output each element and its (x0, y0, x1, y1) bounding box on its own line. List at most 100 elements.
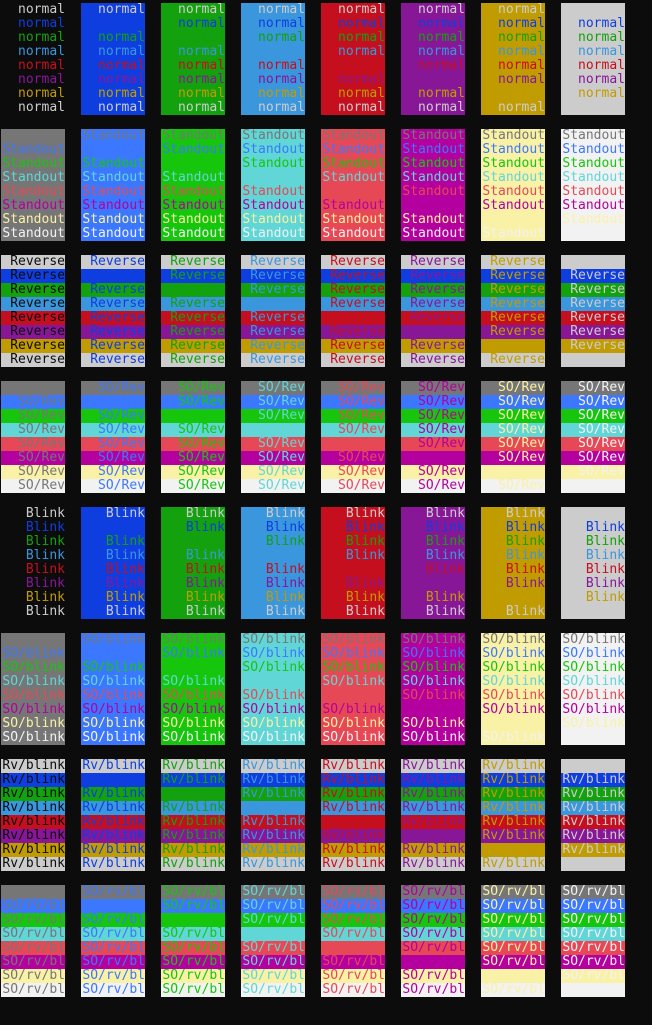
attribute-row: SO/Rev (401, 479, 465, 493)
attribute-row: SO/rv/bl (321, 913, 385, 927)
attribute-row: Standout (561, 213, 625, 227)
attribute-row: SO/Rev (161, 409, 225, 423)
attribute-row: Reverse (81, 339, 145, 353)
attribute-row: SO/blink (1, 703, 65, 717)
attribute-row: Blink (161, 605, 225, 619)
attribute-row: SO/rv/bl (161, 885, 225, 899)
attribute-row: Blink (241, 591, 305, 605)
attribute-row: Reverse (1, 311, 65, 325)
attribute-row: Reverse (81, 297, 145, 311)
attribute-row: Blink (1, 563, 65, 577)
attribute-block: SO/blink SO/blink SO/blink SO/blink SO/blink… (241, 633, 305, 745)
attribute-row: Reverse (81, 283, 145, 297)
attribute-row: SO/Rev (1, 395, 65, 409)
attribute-row: Reverse (561, 283, 625, 297)
attribute-row: SO/Rev (321, 437, 385, 451)
attribute-row: normal (81, 45, 145, 59)
attribute-row: SO/blink (561, 717, 625, 731)
attribute-row: SO/rv/bl (81, 941, 145, 955)
attribute-row: SO/rv/bl (561, 941, 625, 955)
attribute-row: SO/Rev (81, 395, 145, 409)
attribute-row: Standout (241, 143, 305, 157)
attribute-block: SO/rv/bl SO/rv/bl SO/rv/bl SO/rv/bl SO/rv/bl… (481, 885, 545, 997)
attribute-row: Rv/blink (81, 857, 145, 871)
attribute-row: normal (401, 3, 465, 17)
attribute-row: Reverse (1, 325, 65, 339)
attribute-row: SO/blink (561, 633, 625, 647)
attribute-row: SO/rv/bl (481, 941, 545, 955)
attribute-row: Reverse (81, 311, 145, 325)
attribute-row: SO/Rev (321, 423, 385, 437)
attribute-row: Rv/blink (81, 773, 145, 787)
attribute-row: SO/Rev (321, 395, 385, 409)
attribute-row: Reverse (561, 353, 625, 367)
attribute-row: normal (161, 3, 225, 17)
attribute-row: SO/Rev (481, 409, 545, 423)
attribute-row: Reverse (241, 311, 305, 325)
attribute-row: Rv/blink (401, 843, 465, 857)
attribute-row: SO/blink (481, 647, 545, 661)
attribute-row: normal (81, 17, 145, 31)
attribute-row: Standout (401, 213, 465, 227)
attribute-row: SO/Rev (401, 395, 465, 409)
attribute-row: SO/Rev (481, 451, 545, 465)
attribute-row: normal (1, 59, 65, 73)
attribute-row: SO/blink (241, 717, 305, 731)
attribute-row: Rv/blink (481, 773, 545, 787)
attribute-row: Standout (161, 185, 225, 199)
attribute-block: SO/blink SO/blink SO/blink SO/blink SO/blink… (161, 633, 225, 745)
attribute-row: Reverse (1, 297, 65, 311)
attribute-row: Blink (81, 605, 145, 619)
attribute-row: SO/Rev (1, 381, 65, 395)
attribute-row: Rv/blink (321, 829, 385, 843)
attribute-row: Rv/blink (481, 759, 545, 773)
attribute-row: Blink (1, 549, 65, 563)
attribute-row: Rv/blink (561, 801, 625, 815)
attribute-row: SO/rv/bl (1, 927, 65, 941)
attribute-row: SO/Rev (161, 479, 225, 493)
attribute-row: normal (401, 31, 465, 45)
attribute-row: Blink (481, 577, 545, 591)
attribute-row: Reverse (321, 255, 385, 269)
attribute-row: SO/blink (561, 689, 625, 703)
attribute-row: Standout (1, 227, 65, 241)
attribute-row: Blink (161, 577, 225, 591)
attribute-row: normal (241, 45, 305, 59)
attribute-row: SO/rv/bl (321, 927, 385, 941)
attribute-row: normal (161, 101, 225, 115)
attribute-row: Rv/blink (1, 829, 65, 843)
attribute-row: Rv/blink (241, 857, 305, 871)
attribute-row: SO/rv/bl (81, 899, 145, 913)
attribute-row: SO/rv/bl (561, 955, 625, 969)
attribute-row: SO/rv/bl (241, 983, 305, 997)
attribute-row: Blink (561, 577, 625, 591)
attribute-block: SO/Rev SO/Rev SO/Rev SO/Rev SO/Rev SO/Rev SO/R… (161, 381, 225, 493)
attribute-row: SO/Rev (1, 465, 65, 479)
attribute-row: normal (1, 3, 65, 17)
attribute-row: SO/blink (81, 731, 145, 745)
attribute-row: SO/Rev (401, 381, 465, 395)
attribute-row: SO/blink (241, 647, 305, 661)
attribute-row: Standout (1, 129, 65, 143)
attribute-row: Reverse (401, 311, 465, 325)
attribute-row: normal (241, 73, 305, 87)
attribute-row: Blink (321, 535, 385, 549)
attribute-row: normal (161, 31, 225, 45)
attribute-row: SO/blink (161, 731, 225, 745)
attribute-row: normal (561, 3, 625, 17)
attribute-block: Blink Blink Blink Blink Blink Blink Blink Blink (561, 507, 625, 619)
attribute-row: SO/Rev (241, 395, 305, 409)
attribute-block: Blink Blink Blink Blink Blink Blink Blink Blink (481, 507, 545, 619)
attribute-row: Rv/blink (481, 843, 545, 857)
attribute-row: SO/Rev (561, 465, 625, 479)
attribute-row: SO/blink (401, 647, 465, 661)
attribute-row: SO/Rev (241, 409, 305, 423)
attribute-row: SO/blink (561, 675, 625, 689)
attribute-row: Reverse (481, 353, 545, 367)
attribute-row: Reverse (321, 269, 385, 283)
attribute-row: Rv/blink (561, 843, 625, 857)
attribute-row: Standout (401, 143, 465, 157)
attribute-row: SO/blink (1, 647, 65, 661)
attribute-row: Reverse (241, 297, 305, 311)
